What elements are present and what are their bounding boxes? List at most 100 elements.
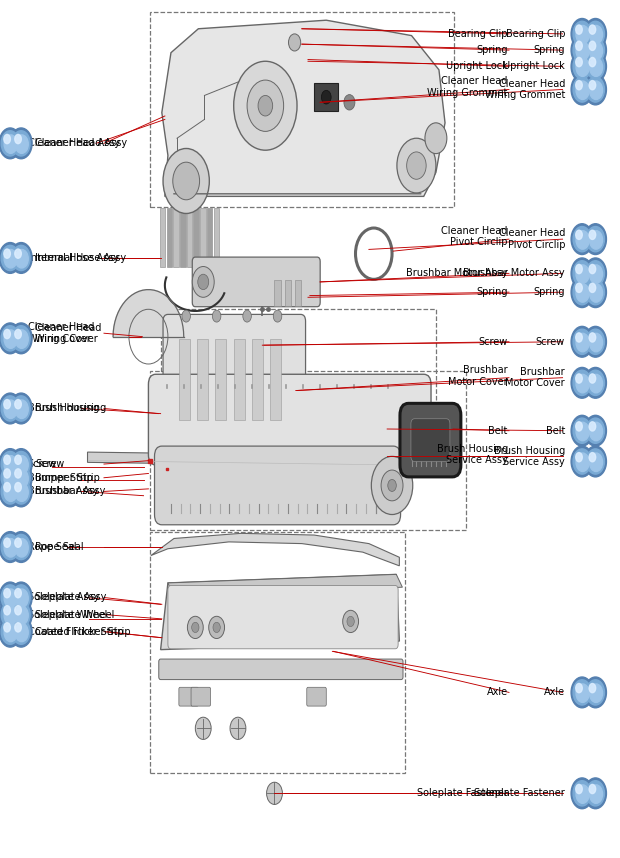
FancyBboxPatch shape xyxy=(154,446,401,525)
Circle shape xyxy=(585,19,606,49)
Text: Axle: Axle xyxy=(487,687,508,698)
Circle shape xyxy=(4,329,11,339)
Circle shape xyxy=(4,456,17,474)
Bar xyxy=(149,532,405,773)
Text: Spring: Spring xyxy=(476,287,508,297)
Text: Soleplate Wheel: Soleplate Wheel xyxy=(28,609,107,619)
Bar xyxy=(275,281,281,305)
Circle shape xyxy=(1,479,19,504)
Circle shape xyxy=(15,249,21,258)
Circle shape xyxy=(571,677,593,708)
Bar xyxy=(197,339,208,420)
Text: Spring: Spring xyxy=(476,45,508,55)
Circle shape xyxy=(571,446,593,477)
Circle shape xyxy=(589,230,596,239)
Circle shape xyxy=(1,619,19,644)
Circle shape xyxy=(288,33,301,51)
Bar xyxy=(207,208,213,267)
Circle shape xyxy=(589,784,596,794)
Bar xyxy=(252,339,263,420)
Text: Brushbar Motor Assy: Brushbar Motor Assy xyxy=(463,269,565,278)
Circle shape xyxy=(587,54,604,79)
Circle shape xyxy=(571,367,593,398)
Circle shape xyxy=(573,38,591,63)
Circle shape xyxy=(587,77,604,102)
Text: Belt: Belt xyxy=(489,426,508,436)
Bar xyxy=(149,371,466,530)
Circle shape xyxy=(4,400,17,419)
Circle shape xyxy=(585,677,606,708)
Circle shape xyxy=(571,326,593,357)
Circle shape xyxy=(0,616,21,647)
Circle shape xyxy=(247,80,283,131)
Circle shape xyxy=(15,606,29,625)
Text: Bumper Strip: Bumper Strip xyxy=(35,473,100,483)
Circle shape xyxy=(15,482,21,492)
Text: Soleplate Assy: Soleplate Assy xyxy=(35,593,107,602)
Circle shape xyxy=(576,684,582,692)
Text: Brush Housing: Brush Housing xyxy=(28,403,99,414)
Bar xyxy=(161,309,436,443)
Circle shape xyxy=(576,283,582,293)
Bar xyxy=(270,339,281,420)
FancyBboxPatch shape xyxy=(159,659,403,680)
Circle shape xyxy=(0,476,21,507)
Text: Rope Seal: Rope Seal xyxy=(28,542,76,552)
FancyBboxPatch shape xyxy=(307,687,326,706)
Circle shape xyxy=(576,81,582,90)
Bar xyxy=(174,208,179,267)
Circle shape xyxy=(590,453,603,472)
Circle shape xyxy=(0,243,21,274)
Circle shape xyxy=(571,258,593,289)
Bar xyxy=(160,208,166,267)
Text: Upright Lock: Upright Lock xyxy=(446,62,508,71)
Circle shape xyxy=(585,34,606,65)
Circle shape xyxy=(15,539,29,557)
Text: Coated Flicker Strip: Coated Flicker Strip xyxy=(35,626,131,637)
Circle shape xyxy=(267,782,283,805)
Circle shape xyxy=(571,415,593,446)
Bar xyxy=(179,339,190,420)
Circle shape xyxy=(12,602,30,627)
Circle shape xyxy=(10,243,32,274)
Text: Brush Housing
Service Assy: Brush Housing Service Assy xyxy=(436,444,508,465)
Bar xyxy=(215,339,226,420)
Circle shape xyxy=(0,462,21,493)
FancyBboxPatch shape xyxy=(192,257,320,306)
Bar xyxy=(193,208,199,267)
Text: Screw: Screw xyxy=(479,337,508,347)
Circle shape xyxy=(585,51,606,82)
Circle shape xyxy=(571,19,593,49)
Text: Belt: Belt xyxy=(546,426,565,436)
Circle shape xyxy=(576,784,582,794)
Circle shape xyxy=(587,418,604,444)
Circle shape xyxy=(209,616,224,638)
Circle shape xyxy=(15,468,21,478)
Circle shape xyxy=(571,74,593,105)
Circle shape xyxy=(15,538,21,547)
Text: Internal Hose Assy: Internal Hose Assy xyxy=(35,253,126,263)
Circle shape xyxy=(590,333,603,352)
Circle shape xyxy=(4,606,11,615)
Circle shape xyxy=(4,623,11,632)
Circle shape xyxy=(4,455,11,464)
Circle shape xyxy=(12,396,30,421)
Circle shape xyxy=(344,94,355,110)
Circle shape xyxy=(4,249,11,258)
Text: Soleplate Fastener: Soleplate Fastener xyxy=(417,789,508,798)
Circle shape xyxy=(425,123,447,154)
Text: Axle: Axle xyxy=(544,687,565,698)
Text: Brushbar
Motor Cover: Brushbar Motor Cover xyxy=(448,366,508,387)
Text: Brushbar Assy: Brushbar Assy xyxy=(35,486,105,497)
Circle shape xyxy=(587,370,604,396)
FancyBboxPatch shape xyxy=(314,83,339,111)
Circle shape xyxy=(590,81,603,100)
Bar xyxy=(167,208,172,267)
Circle shape xyxy=(15,250,29,268)
Circle shape xyxy=(234,61,297,150)
Circle shape xyxy=(0,393,21,424)
Circle shape xyxy=(573,329,591,354)
Text: Cleaner Head Assy: Cleaner Head Assy xyxy=(28,138,120,148)
Circle shape xyxy=(587,261,604,286)
Circle shape xyxy=(585,224,606,255)
